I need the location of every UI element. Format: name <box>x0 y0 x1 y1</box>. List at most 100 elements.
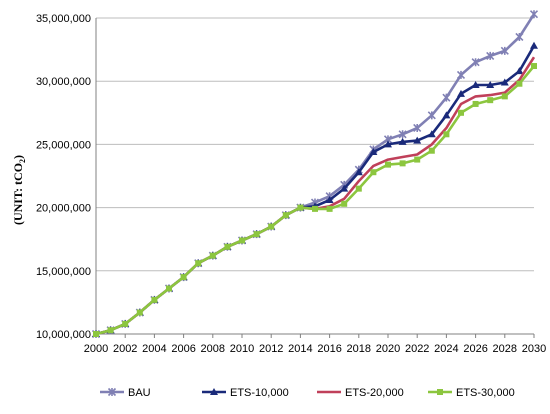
data-point <box>487 97 494 104</box>
x-tick-label: 2014 <box>288 343 312 355</box>
data-point <box>253 231 260 238</box>
data-point <box>500 46 509 55</box>
data-point <box>398 137 407 145</box>
x-tick-label: 2028 <box>493 343 517 355</box>
data-point <box>370 169 377 176</box>
data-point <box>355 185 362 192</box>
legend-item: ETS-30,000 <box>428 387 515 399</box>
x-tick-label: 2012 <box>259 343 283 355</box>
legend: BAU ETS-10,000 ETS-20,000 ETS-30,000 <box>100 387 515 399</box>
data-point <box>442 111 451 119</box>
data-point <box>501 93 508 100</box>
grid-lines <box>96 17 534 335</box>
series-ets-20-000 <box>95 56 536 336</box>
series-line <box>95 45 536 336</box>
data-point <box>93 331 99 337</box>
legend-label: ETS-30,000 <box>456 387 515 399</box>
data-point <box>471 58 480 67</box>
data-point <box>180 274 187 281</box>
data-point <box>239 237 245 244</box>
data-point <box>354 168 363 176</box>
data-point <box>427 111 436 120</box>
series-lines <box>91 10 539 339</box>
data-point <box>209 252 216 259</box>
x-tick-label: 2020 <box>376 343 400 355</box>
data-point <box>442 93 451 102</box>
data-point <box>457 89 465 97</box>
x-tick-label: 2002 <box>113 343 137 355</box>
legend-item: ETS-20,000 <box>317 387 404 399</box>
data-point <box>166 285 172 292</box>
y-tick-label: 10,000,000 <box>36 329 91 341</box>
data-point <box>369 147 378 155</box>
x-tick-label: 2010 <box>230 343 254 355</box>
data-point <box>472 100 479 107</box>
data-point <box>456 70 466 79</box>
data-point <box>413 123 422 133</box>
data-point <box>136 309 143 316</box>
data-point <box>340 184 349 192</box>
series-line <box>95 56 536 336</box>
data-point <box>486 80 495 88</box>
data-point <box>515 67 524 75</box>
legend-label: ETS-20,000 <box>345 387 404 399</box>
data-point <box>341 200 348 207</box>
data-point <box>515 32 524 42</box>
y-tick-label: 25,000,000 <box>36 139 91 151</box>
x-tick-label: 2030 <box>522 343 546 355</box>
x-tick-label: 2026 <box>463 343 487 355</box>
y-axis-label: (UNIT: tCO2) <box>11 155 27 225</box>
x-tick-label: 2006 <box>171 343 195 355</box>
data-point <box>384 140 392 148</box>
data-point <box>399 160 406 167</box>
data-point <box>427 130 436 138</box>
x-tick-label: 2000 <box>84 343 108 355</box>
data-point <box>312 205 318 212</box>
series-ets-30-000 <box>93 63 537 337</box>
x-tick-label: 2018 <box>347 343 371 355</box>
data-point <box>516 80 523 87</box>
x-tick-label: 2004 <box>142 343 166 355</box>
data-point <box>471 80 480 88</box>
data-point <box>325 196 334 204</box>
data-point <box>500 78 509 86</box>
data-point <box>428 147 435 154</box>
x-tick-label: 2022 <box>405 343 429 355</box>
data-point <box>107 327 114 334</box>
data-point <box>151 296 158 303</box>
y-tick-label: 20,000,000 <box>36 203 91 215</box>
data-point <box>529 10 539 19</box>
series-ets-10-000 <box>92 41 538 337</box>
y-tick-label: 30,000,000 <box>36 76 91 88</box>
data-point <box>486 51 495 60</box>
data-point <box>195 260 202 267</box>
data-point <box>413 136 422 144</box>
data-point <box>122 320 129 327</box>
x-tick-label: 2016 <box>317 343 341 355</box>
data-point <box>458 109 464 116</box>
data-point <box>224 243 231 250</box>
data-point <box>530 41 538 49</box>
x-tick-labels: 2000 2002 2004 2006 2008 2010 2012 2014 2016 2018… <box>84 343 546 355</box>
x-tick-label: 2024 <box>434 343 458 355</box>
data-point <box>210 388 218 395</box>
x-tick-label: 2008 <box>201 343 225 355</box>
series-bau <box>91 10 539 339</box>
axes <box>95 18 535 338</box>
data-point <box>282 212 289 219</box>
y-tick-label: 15,000,000 <box>36 266 91 278</box>
data-point <box>398 130 407 139</box>
legend-item: ETS-10,000 <box>202 387 289 399</box>
y-tick-label: 35,000,000 <box>36 13 91 25</box>
data-point <box>437 389 443 395</box>
series-line <box>95 13 536 336</box>
legend-item: BAU <box>100 387 151 399</box>
data-point <box>268 223 275 230</box>
data-point <box>385 161 391 168</box>
data-point <box>326 205 333 212</box>
data-point <box>107 387 117 397</box>
legend-label: ETS-10,000 <box>230 387 289 399</box>
data-point <box>531 63 537 70</box>
legend-label: BAU <box>128 387 151 399</box>
